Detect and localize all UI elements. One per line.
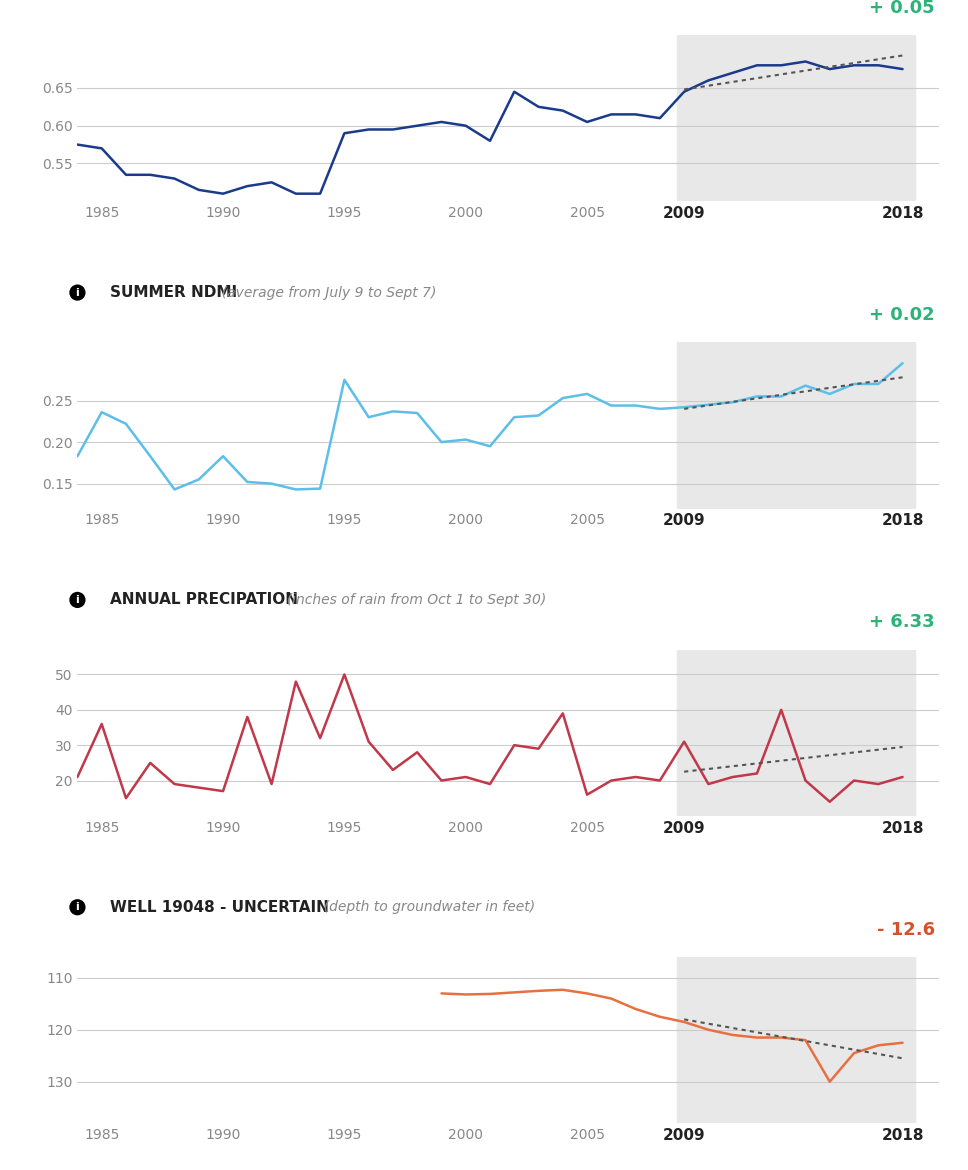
Text: + 6.33: + 6.33 (869, 613, 935, 631)
Text: (inches of rain from Oct 1 to Sept 30): (inches of rain from Oct 1 to Sept 30) (278, 593, 546, 607)
Bar (677, 343, 915, 509)
Text: (depth to groundwater in feet): (depth to groundwater in feet) (315, 900, 535, 914)
Text: WELL 19048 - UNCERTAIN: WELL 19048 - UNCERTAIN (110, 900, 329, 915)
Bar (677, 35, 915, 201)
Text: ANNUAL PRECIPATION: ANNUAL PRECIPATION (110, 592, 298, 607)
Text: SUMMER NDMI: SUMMER NDMI (110, 285, 237, 300)
Bar (677, 957, 915, 1123)
Text: i: i (76, 594, 79, 605)
Bar (677, 649, 915, 815)
Text: + 0.05: + 0.05 (869, 0, 935, 16)
Text: i: i (76, 902, 79, 913)
Text: + 0.02: + 0.02 (869, 305, 935, 324)
Text: (average from July 9 to Sept 7): (average from July 9 to Sept 7) (213, 285, 436, 300)
Text: i: i (76, 288, 79, 297)
Text: - 12.6: - 12.6 (877, 921, 935, 938)
